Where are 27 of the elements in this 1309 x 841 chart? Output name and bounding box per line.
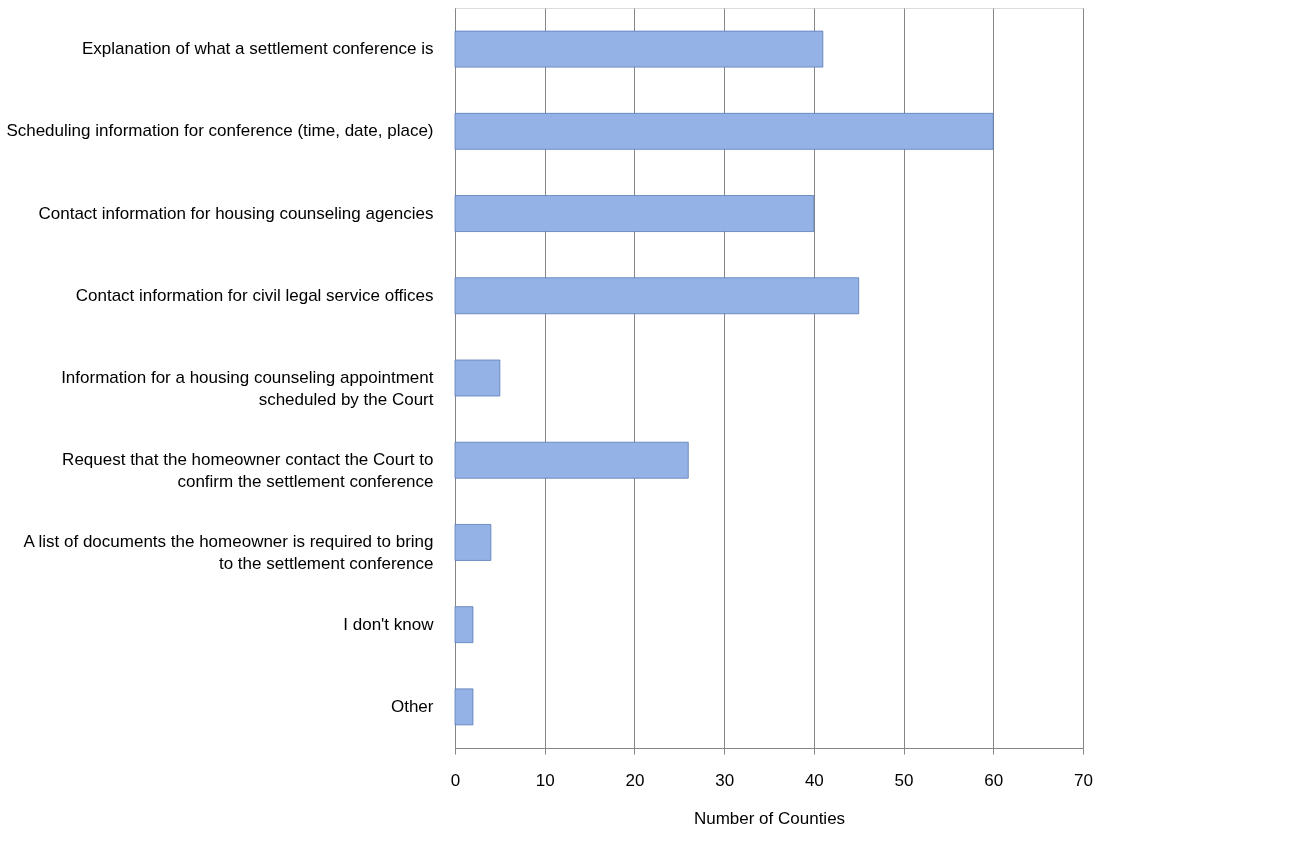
bar xyxy=(454,30,824,68)
x-tick-label: 30 xyxy=(715,770,735,790)
bar xyxy=(454,359,501,397)
x-axis-title: Number of Counties xyxy=(693,808,846,828)
y-tick-label: Other xyxy=(390,696,434,716)
y-tick-label: Contact information for civil legal service offices xyxy=(75,285,434,305)
bar xyxy=(454,112,994,150)
y-tick-label: Request that the homeowner contact the Court to confirm the settlement conference xyxy=(62,450,434,492)
bar xyxy=(454,441,689,479)
bar xyxy=(454,688,474,726)
y-tick-label: Information for a housing counseling appointment scheduled by the Court xyxy=(61,368,434,409)
y-tick-label: I don't know xyxy=(343,614,435,634)
x-tick-label: 60 xyxy=(984,770,1004,790)
bar xyxy=(454,277,860,315)
y-tick-label: Scheduling information for conference (time, date, place) xyxy=(6,121,434,141)
bar xyxy=(454,524,492,561)
bar xyxy=(454,195,815,232)
x-tick-label: 0 xyxy=(450,770,461,790)
x-tick-label: 40 xyxy=(804,770,824,790)
x-tick-label: 10 xyxy=(535,770,555,790)
bar xyxy=(454,606,474,644)
x-tick-label: 50 xyxy=(894,770,914,790)
x-tick-label: 20 xyxy=(625,770,645,790)
y-tick-label: A list of documents the homeowner is required to bring to the settlement conference xyxy=(23,532,434,574)
x-tick-label: 70 xyxy=(1074,770,1093,790)
y-tick-label: Explanation of what a settlement conference is xyxy=(81,39,434,59)
y-tick-label: Contact information for housing counseling agencies xyxy=(38,203,434,223)
